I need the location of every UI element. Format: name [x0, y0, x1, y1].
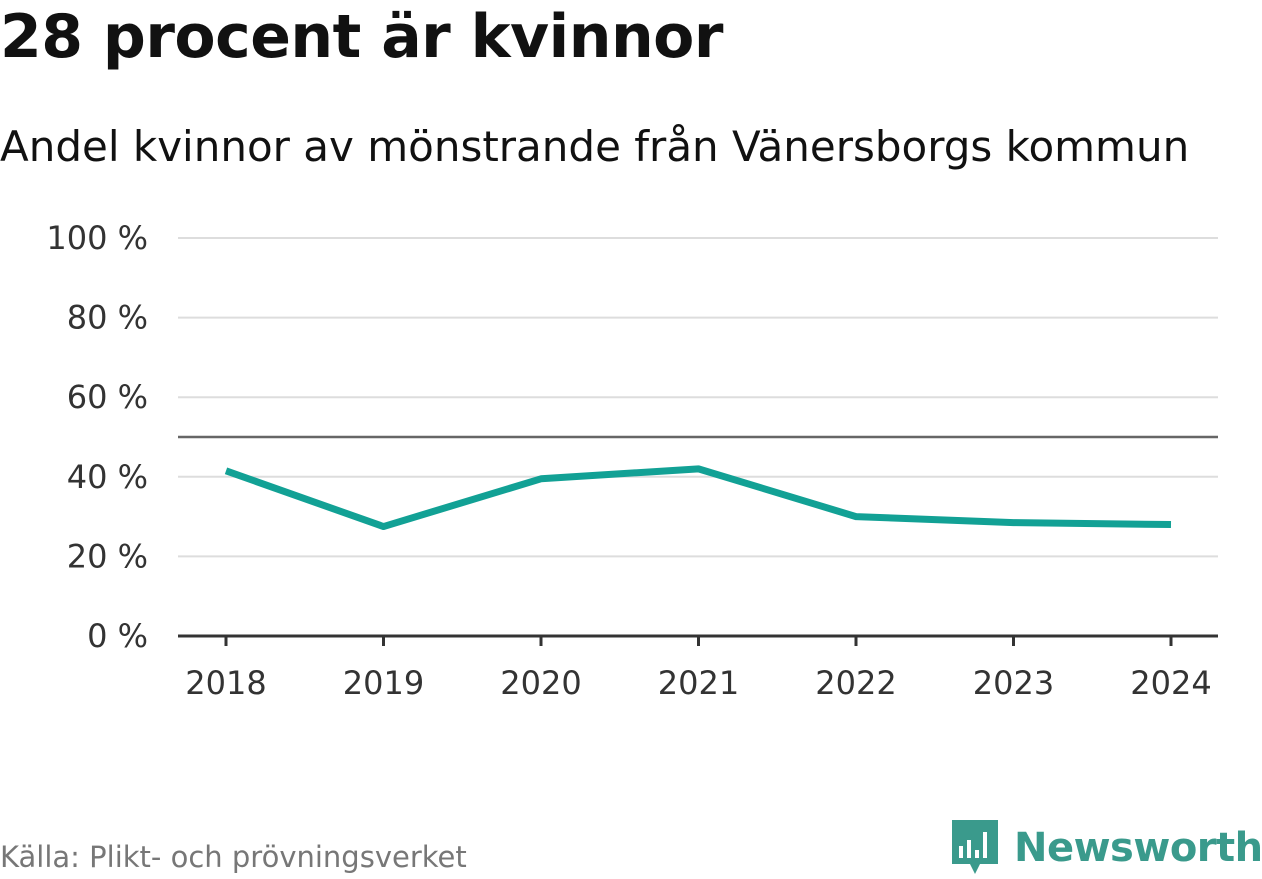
chart-subtitle: Andel kvinnor av mönstrande från Vänersb…	[0, 122, 1190, 171]
brand-name: Newsworthy	[1014, 825, 1262, 871]
y-axis: 0 % 20 % 40 % 60 % 80 % 100 %	[46, 219, 148, 655]
series-layer	[224, 465, 1172, 531]
x-axis	[178, 634, 1218, 646]
x-tick-label: 2021	[658, 664, 739, 702]
y-tick-label: 100 %	[46, 219, 148, 257]
brand-logo: Newsworthy	[950, 818, 1262, 878]
y-tick-label: 80 %	[67, 299, 148, 337]
x-tick-label: 2022	[815, 664, 896, 702]
grid-lines	[178, 237, 1218, 558]
y-tick-label: 20 %	[67, 537, 148, 575]
bar-chart-speech-icon	[952, 820, 998, 874]
chart-title: 28 procent är kvinnor	[0, 2, 723, 72]
y-tick-label: 0 %	[87, 617, 148, 655]
y-tick-label: 60 %	[67, 378, 148, 416]
x-tick-labels: 2018 2019 2020 2021 2022 2023 2024	[185, 664, 1211, 702]
x-tick-label: 2023	[973, 664, 1054, 702]
x-tick-label: 2020	[500, 664, 581, 702]
x-tick-label: 2019	[343, 664, 424, 702]
x-tick-label: 2018	[185, 664, 266, 702]
y-tick-label: 40 %	[67, 458, 148, 496]
source-note: Källa: Plikt- och prövningsverket	[0, 840, 467, 874]
x-tick-label: 2024	[1130, 664, 1211, 702]
